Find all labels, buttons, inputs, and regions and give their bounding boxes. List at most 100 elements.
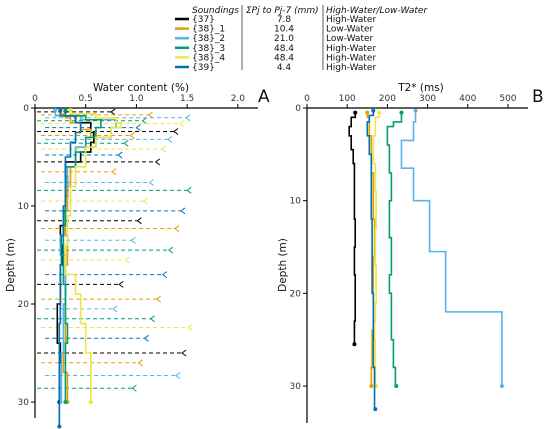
- legend-label: {37}: [192, 15, 215, 25]
- error-bar-cap: [124, 256, 130, 264]
- panel-a-letter: A: [258, 87, 270, 107]
- legend-label: {38}_3: [192, 44, 225, 54]
- legend-col2-title: ΣPj to Pj-7 (mm): [246, 6, 319, 16]
- error-bar-cap: [131, 384, 137, 392]
- x-tick-label: 1.5: [180, 94, 194, 104]
- series-line: [64, 109, 123, 402]
- legend-status: High-Water: [326, 53, 376, 63]
- x-tick-label: 200: [379, 94, 396, 104]
- error-bar-cap: [123, 139, 129, 147]
- error-bar-cap: [110, 108, 116, 116]
- legend-status: Low-Water: [326, 34, 374, 44]
- y-tick-label: 10: [290, 197, 302, 207]
- series-end-point: [88, 400, 93, 404]
- y-tick-label: 0: [295, 104, 301, 114]
- error-bar-cap: [179, 120, 185, 128]
- error-bar-cap: [143, 334, 149, 342]
- error-bar-cap: [129, 132, 135, 139]
- error-bar-cap: [173, 128, 179, 135]
- x-tick-label: 0: [304, 94, 310, 104]
- error-bar-cap: [112, 305, 118, 313]
- x-tick-label: 400: [459, 94, 476, 104]
- series-start-point: [377, 110, 382, 115]
- error-bar-cap: [135, 124, 141, 131]
- error-bar-cap: [180, 207, 186, 215]
- error-bar-cap: [167, 135, 173, 143]
- x-tick-label: 2.0: [231, 94, 246, 104]
- legend-sum: 21.0: [274, 34, 294, 44]
- y-tick-label: 0: [23, 104, 29, 114]
- x-tick-label: 500: [499, 94, 516, 104]
- error-bar-cap: [168, 246, 174, 254]
- error-bar-cap: [185, 114, 191, 122]
- series-end-point: [63, 400, 68, 404]
- series-end-point: [369, 384, 374, 388]
- series-start-point: [353, 110, 358, 115]
- panel-a-xlabel: Water content (%): [93, 82, 189, 94]
- panel-b-series: [348, 108, 504, 412]
- panel-b-xlabel: T2* (ms): [397, 82, 444, 94]
- series-end-point: [394, 384, 399, 388]
- series-line: [366, 110, 376, 410]
- error-bar-cap: [149, 315, 155, 323]
- series-line: [58, 109, 82, 427]
- series-start-point: [413, 108, 418, 113]
- series-end-point: [352, 342, 357, 347]
- series-end-point: [499, 384, 504, 388]
- legend-sum: 48.4: [274, 44, 294, 54]
- series-start-point: [365, 110, 370, 115]
- x-tick-label: 0: [32, 94, 38, 104]
- panel-b-ylabel: Depth (m): [277, 238, 289, 292]
- error-bar-cap: [117, 151, 123, 159]
- error-bar-cap: [175, 372, 181, 379]
- series-start-point: [58, 107, 63, 112]
- error-bar-cap: [181, 349, 187, 357]
- x-tick-label: 1.0: [129, 94, 144, 104]
- error-bar-cap: [154, 158, 160, 166]
- series-start-point: [68, 107, 73, 112]
- panel-b: T2* (ms) Depth (m) B 0 100 200 300 400 500 0 10…: [277, 82, 544, 423]
- error-bar-cap: [130, 236, 136, 244]
- series-start-point: [63, 107, 68, 112]
- error-bar-cap: [174, 225, 180, 232]
- series-line: [400, 110, 503, 386]
- x-tick-label: 300: [419, 94, 436, 104]
- error-bar-cap: [155, 295, 162, 303]
- legend-label: {38}_1: [192, 25, 225, 35]
- series-end-point: [57, 424, 62, 429]
- error-bar-cap: [142, 197, 148, 205]
- panel-b-ticks: 0 100 200 300 400 500 0 10 20 30: [290, 94, 517, 392]
- legend-status: Low-Water: [326, 25, 374, 35]
- panel-a-ylabel: Depth (m): [5, 238, 17, 292]
- y-tick-label: 20: [290, 289, 302, 299]
- legend-label: {38}_2: [192, 34, 225, 44]
- legend-rows: {37} 7.8 High-Water {38}_1 10.4 Low-Water {38}…: [175, 15, 376, 73]
- series-start-point: [371, 108, 376, 113]
- legend-sum: 7.8: [277, 15, 292, 25]
- legend-sum: 10.4: [274, 25, 294, 35]
- series-end-point: [373, 407, 378, 412]
- series-line: [348, 112, 357, 345]
- y-tick-label: 10: [18, 202, 30, 212]
- legend-col1-title: Soundings: [192, 6, 239, 16]
- error-bar-cap: [137, 359, 143, 367]
- series-start-point: [53, 107, 58, 112]
- series-line: [386, 112, 403, 387]
- legend-sum: 48.4: [274, 53, 294, 63]
- legend-status: High-Water: [326, 15, 376, 25]
- series-line: [372, 112, 381, 387]
- legend-label: {38}_4: [192, 53, 225, 63]
- legend-status: High-Water: [326, 63, 376, 73]
- panel-a-series: [53, 107, 123, 429]
- legend: Soundings ΣPj to Pj-7 (mm) High-Water/Lo…: [175, 5, 428, 73]
- legend-label: {39}: [192, 63, 215, 73]
- error-bar-cap: [161, 271, 168, 278]
- legend-status: High-Water: [326, 44, 376, 54]
- legend-col3-title: High-Water/Low-Water: [326, 6, 428, 16]
- error-bar-cap: [111, 168, 117, 176]
- y-tick-label: 30: [18, 398, 30, 408]
- y-tick-label: 30: [290, 382, 302, 392]
- y-tick-label: 20: [18, 300, 30, 310]
- x-tick-label: 100: [339, 94, 356, 104]
